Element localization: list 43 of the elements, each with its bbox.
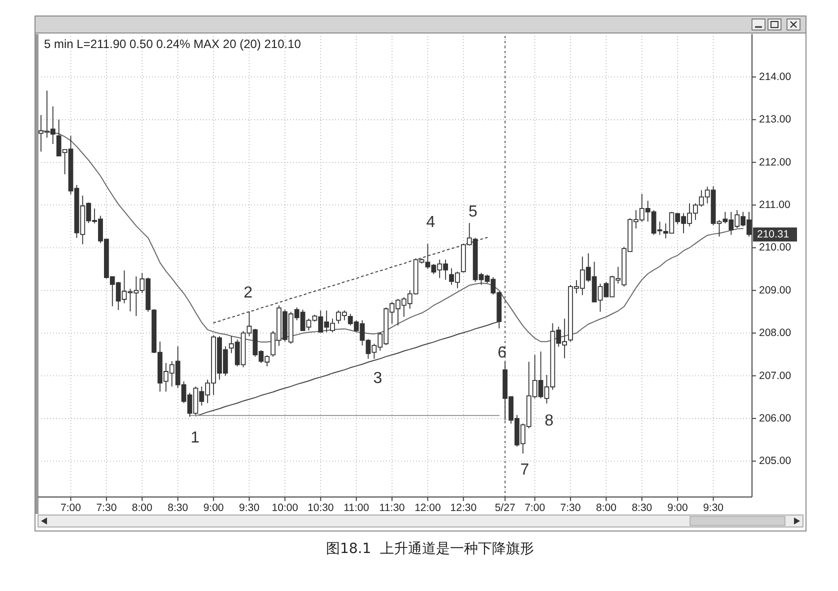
- x-tick-label: 12:00: [414, 502, 442, 514]
- x-tick-label: 10:00: [272, 502, 298, 514]
- y-tick-label: 207.00: [759, 370, 792, 382]
- x-tick-label: 9:00: [203, 502, 224, 514]
- annotation: 4: [426, 214, 436, 231]
- y-tick-label: 209.00: [759, 284, 792, 296]
- annotation: 8: [544, 412, 554, 430]
- x-tick-label: 5/27: [494, 502, 516, 514]
- x-tick-label: 7:00: [60, 502, 82, 514]
- x-tick-label: 9:30: [703, 502, 724, 514]
- x-tick-label: 8:00: [596, 502, 617, 514]
- y-tick-label: 211.00: [759, 199, 790, 212]
- y-tick-label: 208.00: [759, 327, 792, 340]
- x-tick-label: 12:30: [450, 502, 477, 514]
- y-tick-label: 210.00: [759, 242, 792, 254]
- y-tick-label: 212.00: [759, 156, 792, 168]
- annotation: 5: [468, 202, 478, 220]
- annotation: 3: [373, 369, 382, 386]
- annotation: 210.31: [757, 228, 790, 240]
- annotation: 2: [244, 284, 253, 302]
- x-tick-label: 8:30: [168, 502, 188, 514]
- x-tick-label: 8:00: [132, 502, 153, 514]
- x-tick-label: 10:30: [307, 502, 334, 514]
- y-tick-label: 214.00: [759, 70, 792, 83]
- y-tick-label: 213.00: [759, 114, 792, 126]
- x-tick-label: 8:30: [632, 502, 652, 514]
- y-tick-label: 205.00: [759, 455, 792, 468]
- x-tick-label: 11:30: [379, 502, 405, 514]
- x-tick-label: 9:00: [667, 502, 688, 514]
- line-series: [40, 130, 744, 343]
- x-tick-label: 7:00: [524, 502, 546, 514]
- text: 图18.1 上升通道是一种下降旗形: [326, 541, 534, 557]
- x-tick-label: 9:30: [239, 502, 260, 514]
- line-series: [195, 321, 500, 416]
- annotation: 6: [498, 344, 507, 361]
- chart-subtitle: 5 min L=211.90 0.50 0.24% MAX 20 (20) 210.10: [44, 37, 302, 51]
- x-tick-label: 11:00: [344, 502, 370, 514]
- y-tick-label: 206.00: [759, 412, 792, 424]
- x-tick-label: 7:30: [560, 502, 581, 514]
- annotation: 7: [520, 461, 530, 478]
- annotation: 1: [190, 429, 200, 446]
- x-tick-label: 7:30: [96, 502, 117, 514]
- line-series: [213, 236, 488, 324]
